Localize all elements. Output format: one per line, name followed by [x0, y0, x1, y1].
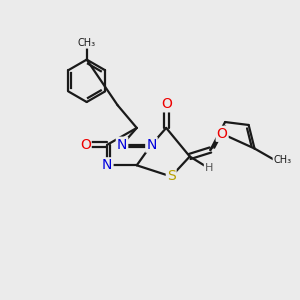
Text: N: N: [102, 158, 112, 172]
Text: O: O: [80, 138, 91, 152]
Text: O: O: [161, 98, 172, 111]
Text: N: N: [117, 138, 127, 152]
Text: O: O: [217, 127, 228, 141]
Text: H: H: [205, 163, 213, 173]
Text: S: S: [167, 169, 176, 184]
Text: N: N: [146, 138, 157, 152]
Text: CH₃: CH₃: [273, 155, 292, 165]
Text: CH₃: CH₃: [78, 38, 96, 48]
